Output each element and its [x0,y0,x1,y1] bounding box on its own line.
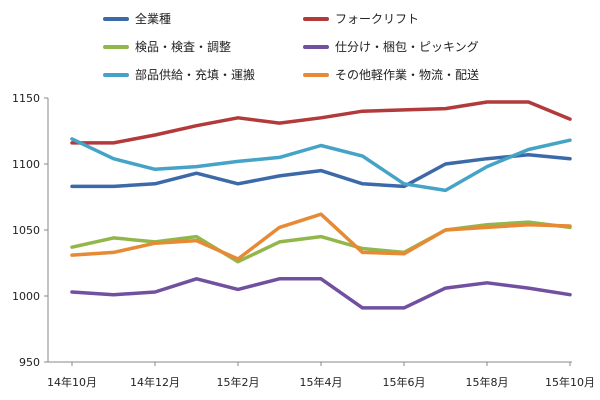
y-tick-label-1050: 1050 [12,224,40,237]
legend-label-3: 検品・検査・調整 [135,39,231,54]
y-tick-label-1100: 1100 [12,158,40,171]
series-lines [70,100,572,310]
series-line-6 [70,212,572,261]
x-tick-label-5: 15年8月 [466,375,509,389]
legend-label-1: 全業種 [135,11,171,26]
series-line-5 [70,137,572,193]
x-tick-label-0: 14年10月 [47,375,97,389]
legend-label-4: 仕分け・梱包・ピッキング [335,40,479,54]
series-line-2 [70,100,572,145]
legend-label-6: その他軽作業・物流・配送 [335,67,479,82]
x-tick-label-1: 14年12月 [130,375,180,389]
axes: 950 1000 1050 1100 1150 14年10月 14年12月 15年2月 15年4… [12,92,595,389]
y-tick-label-1150: 1150 [12,92,40,105]
x-tick-label-6: 15年10月 [545,375,595,389]
legend-label-5: 部品供給・充填・運搬 [135,67,255,82]
legend-label-2: フォークリフト [335,12,419,26]
series-line-4 [70,277,572,310]
series-line-1 [70,153,572,189]
x-tick-label-3: 15年4月 [300,375,343,389]
y-tick-label-950: 950 [19,356,40,369]
x-tick-label-2: 15年2月 [217,375,260,389]
x-tick-label-4: 15年6月 [383,375,426,389]
y-tick-label-1000: 1000 [12,290,40,303]
